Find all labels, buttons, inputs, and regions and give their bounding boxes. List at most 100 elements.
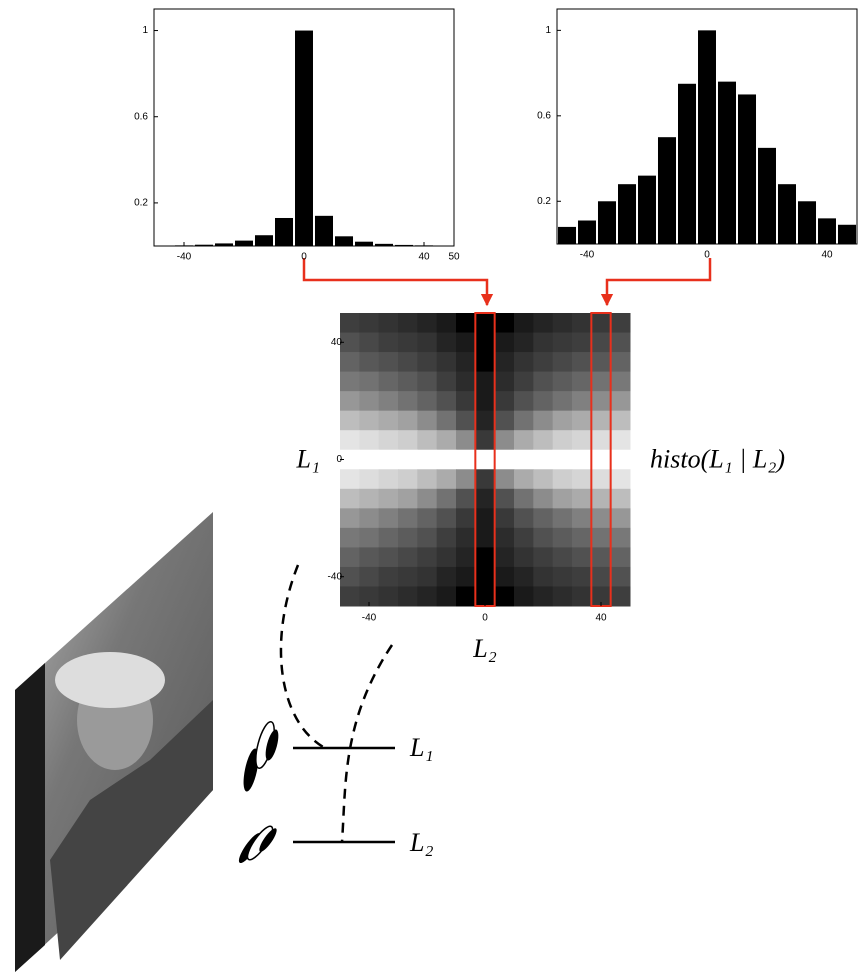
heat-cell xyxy=(456,352,476,372)
heat-cell xyxy=(475,450,495,470)
heat-cell xyxy=(514,411,534,431)
heat-cell xyxy=(437,372,457,392)
heat-cell xyxy=(572,586,592,606)
heat-cell xyxy=(417,547,437,567)
heat-cell xyxy=(514,508,534,528)
heat-cell xyxy=(379,567,399,587)
photo xyxy=(15,512,213,972)
heat-cell xyxy=(553,411,573,431)
heat-cell xyxy=(359,469,379,489)
heat-cell xyxy=(475,313,495,333)
heat-cell xyxy=(553,333,573,353)
heat-cell xyxy=(417,528,437,548)
heat-cell xyxy=(591,489,611,509)
heat-cell xyxy=(398,567,418,587)
heat-cell xyxy=(514,547,534,567)
heat-cell xyxy=(591,547,611,567)
heat-cell xyxy=(514,391,534,411)
heat-cell xyxy=(495,489,515,509)
bar xyxy=(335,236,353,246)
heat-cell xyxy=(437,391,457,411)
heat-cell xyxy=(359,411,379,431)
heat-cell xyxy=(553,352,573,372)
heat-cell xyxy=(456,567,476,587)
heat-cell xyxy=(553,528,573,548)
heat-cell xyxy=(456,586,476,606)
x-axis-label: L₂ xyxy=(472,634,497,663)
heat-cell xyxy=(437,547,457,567)
heat-cell xyxy=(553,372,573,392)
heat-cell xyxy=(572,333,592,353)
heat-cell xyxy=(340,352,360,372)
heat-cell xyxy=(591,430,611,450)
y-tick-label: 1 xyxy=(142,25,148,36)
heat-cell xyxy=(398,352,418,372)
heat-cell xyxy=(340,547,360,567)
heat-cell xyxy=(533,333,553,353)
y-tick-label: 0.6 xyxy=(537,110,551,121)
heat-cell xyxy=(611,508,631,528)
heat-cell xyxy=(572,567,592,587)
heat-cell xyxy=(359,567,379,587)
heat-cell xyxy=(475,352,495,372)
heat-cell xyxy=(553,508,573,528)
heat-cell xyxy=(359,489,379,509)
heat-cell xyxy=(572,372,592,392)
heat-cell xyxy=(437,469,457,489)
heat-cell xyxy=(417,333,437,353)
heat-cell xyxy=(495,333,515,353)
heat-cell xyxy=(359,391,379,411)
x-tick-label: 0 xyxy=(482,613,488,624)
heat-cell xyxy=(398,489,418,509)
heat-cell xyxy=(533,567,553,587)
heat-cell xyxy=(611,489,631,509)
heat-cell xyxy=(417,430,437,450)
link-arrow xyxy=(607,258,710,305)
heat-cell xyxy=(379,333,399,353)
y-tick-label: 0.6 xyxy=(134,111,148,122)
heat-cell xyxy=(591,528,611,548)
heat-cell xyxy=(437,450,457,470)
heat-cell xyxy=(572,508,592,528)
heat-cell xyxy=(611,411,631,431)
heat-cell xyxy=(495,450,515,470)
heat-cell xyxy=(572,547,592,567)
heat-cell xyxy=(591,333,611,353)
heat-cell xyxy=(398,586,418,606)
heat-cell xyxy=(572,450,592,470)
figure: L₁ L₂ 0.20.61-40040500.20.61-40040-40040… xyxy=(0,0,858,979)
heat-cell xyxy=(475,391,495,411)
heat-cell xyxy=(495,430,515,450)
heat-cell xyxy=(379,450,399,470)
heat-cell xyxy=(456,547,476,567)
bar xyxy=(658,137,676,244)
heat-cell xyxy=(533,430,553,450)
bar xyxy=(255,235,273,246)
heat-cell xyxy=(456,508,476,528)
heat-cell xyxy=(533,586,553,606)
heat-cell xyxy=(456,469,476,489)
heat-cell xyxy=(417,411,437,431)
heat-cell xyxy=(437,508,457,528)
heat-cell xyxy=(417,450,437,470)
heat-cell xyxy=(359,352,379,372)
bar xyxy=(838,225,856,244)
heat-cell xyxy=(417,372,437,392)
y-tick-label: 1 xyxy=(545,25,551,36)
heat-cell xyxy=(591,469,611,489)
heat-cell xyxy=(437,586,457,606)
heat-cell xyxy=(533,411,553,431)
heat-cell xyxy=(379,469,399,489)
heat-cell xyxy=(572,313,592,333)
heat-cell xyxy=(417,508,437,528)
heat-cell xyxy=(437,528,457,548)
heat-cell xyxy=(456,528,476,548)
heat-cell xyxy=(495,469,515,489)
heat-cell xyxy=(591,372,611,392)
heat-cell xyxy=(514,586,534,606)
heat-cell xyxy=(398,469,418,489)
heat-cell xyxy=(398,411,418,431)
bar xyxy=(678,84,696,244)
heat-cell xyxy=(379,352,399,372)
heat-cell xyxy=(398,430,418,450)
